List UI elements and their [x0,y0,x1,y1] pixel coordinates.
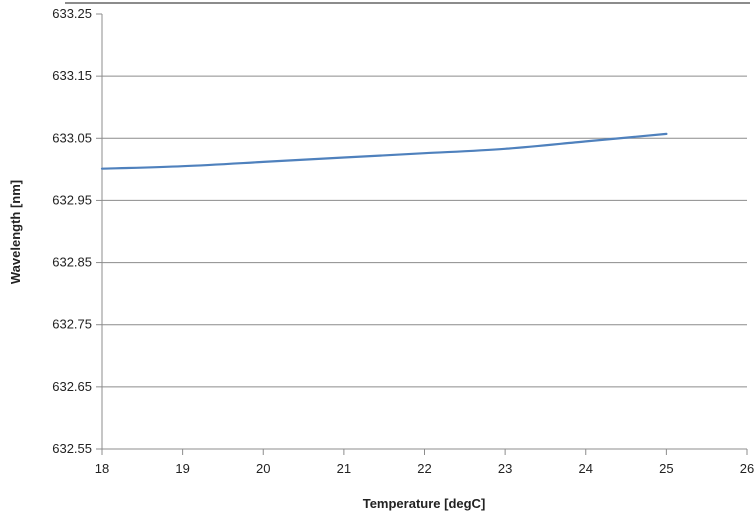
series-line [100,132,668,170]
tick-labels: 633.25 633.15 633.05 632.95 632.85 632.75 632.… [52,6,754,476]
x-tick-label: 19 [175,461,189,476]
y-axis-title: Wavelength [nm] [8,180,23,284]
y-tick-label: 633.25 [52,6,92,21]
axes [101,14,747,450]
x-tick-label: 25 [659,461,673,476]
y-tick-label: 632.85 [52,255,92,270]
series-layer [100,132,668,170]
x-tick-label: 22 [417,461,431,476]
y-tick-label: 633.15 [52,68,92,83]
x-tick-label: 26 [740,461,754,476]
x-tick-label: 24 [579,461,593,476]
y-tick-label: 632.65 [52,379,92,394]
y-tick-label: 632.55 [52,441,92,456]
y-tick-label: 632.95 [52,192,92,207]
x-tick-label: 18 [95,461,109,476]
y-tick-label: 632.75 [52,317,92,332]
y-tick-label: 633.05 [52,130,92,145]
x-axis-title: Temperature [degC] [363,496,486,511]
x-tick-label: 20 [256,461,270,476]
gridlines [102,75,747,388]
x-tick-label: 23 [498,461,512,476]
x-tick-label: 21 [337,461,351,476]
